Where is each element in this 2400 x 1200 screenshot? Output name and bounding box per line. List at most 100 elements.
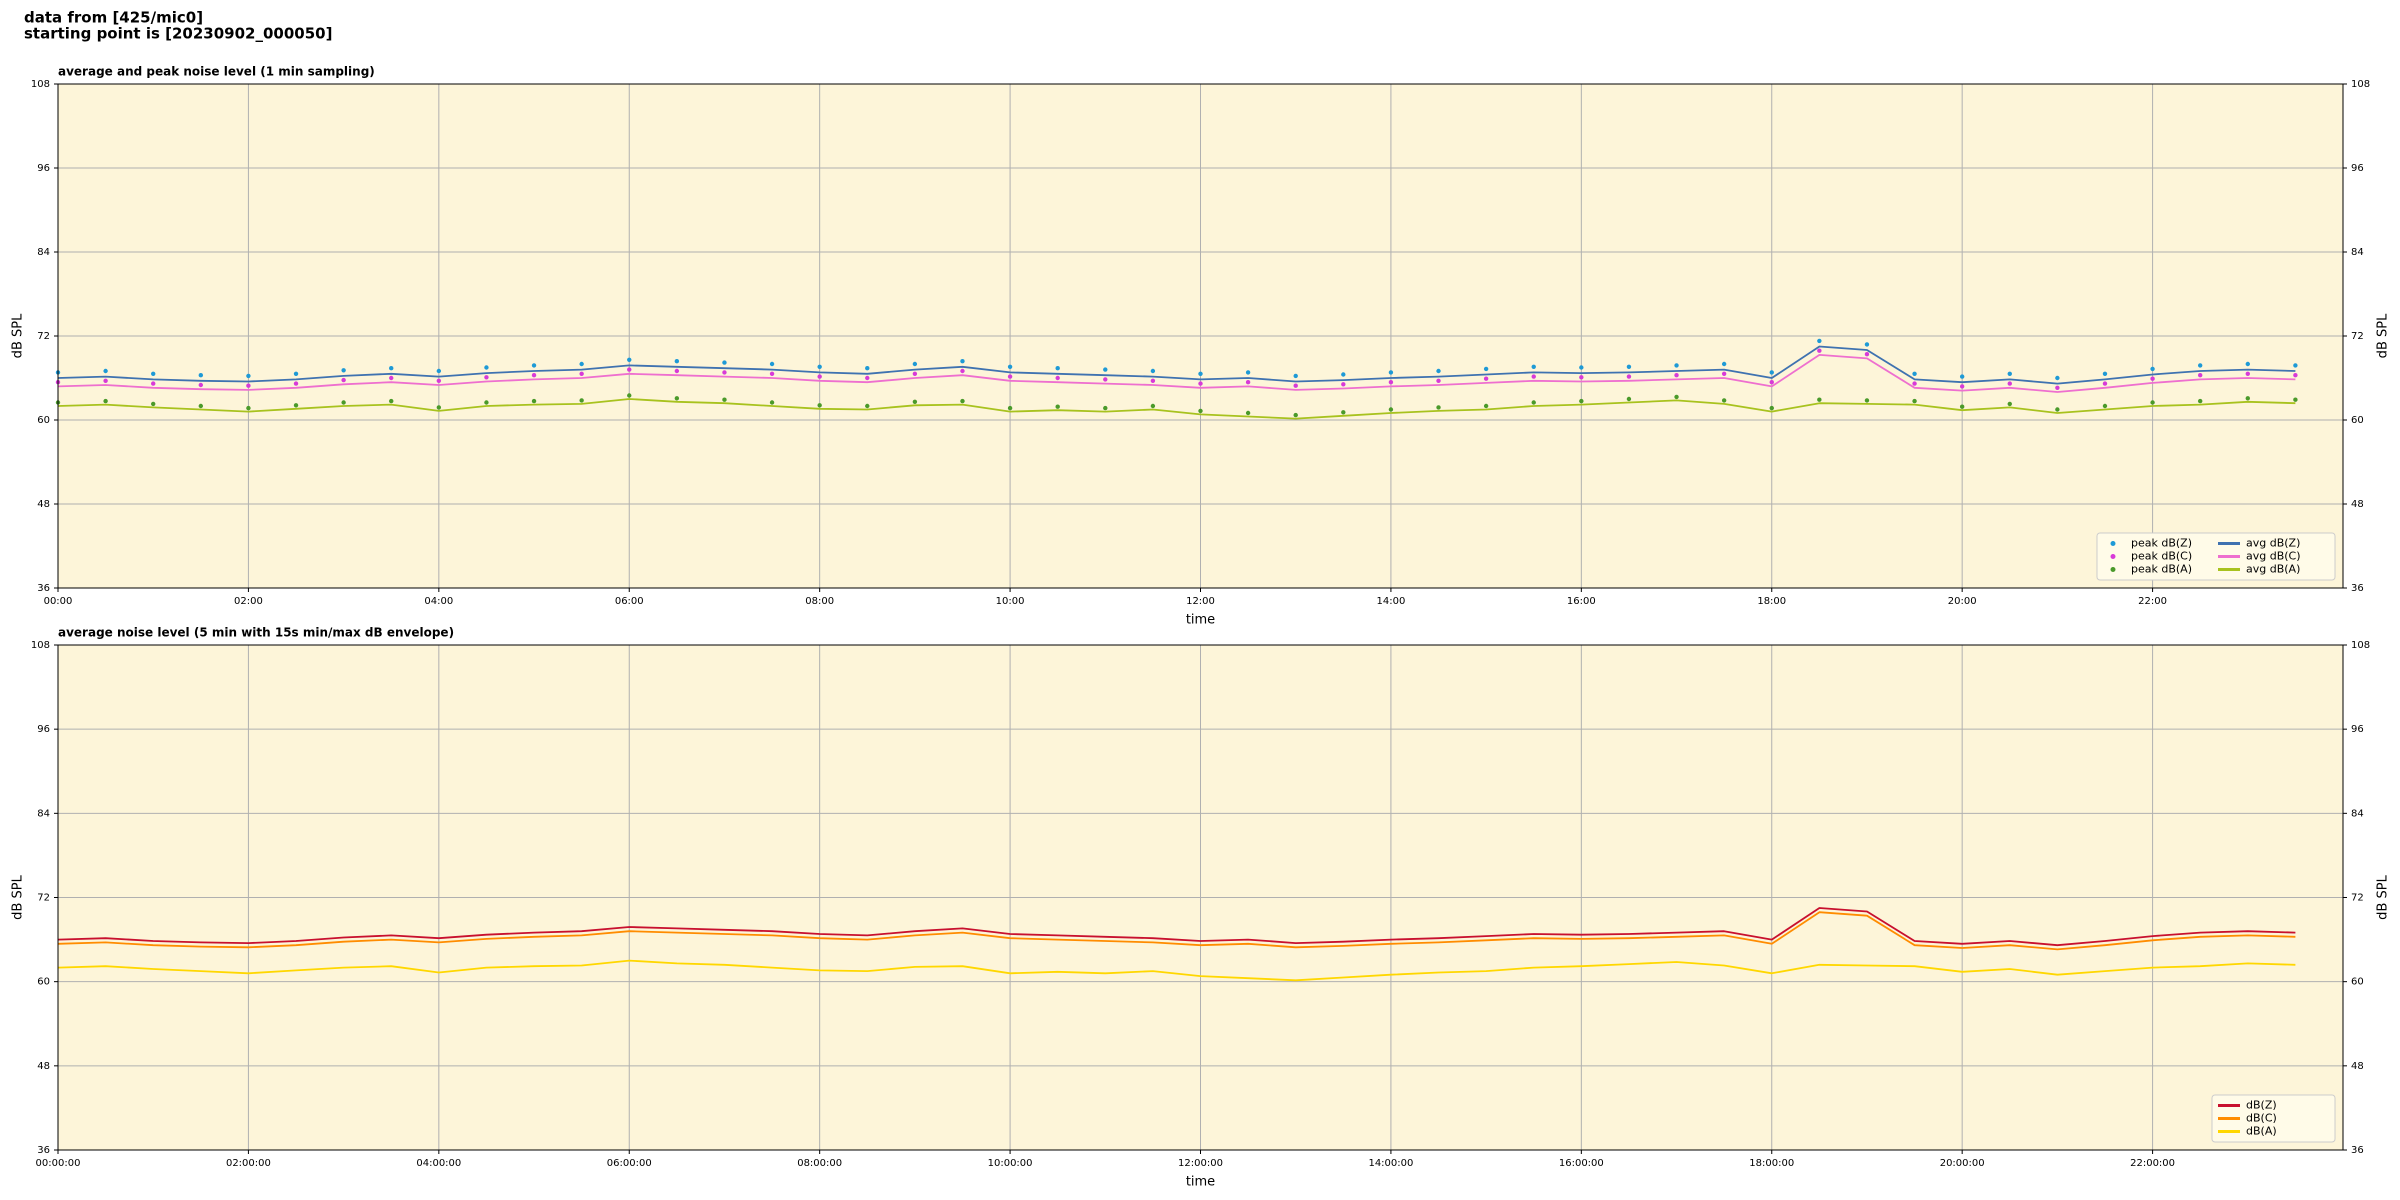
peak-point (1483, 403, 1489, 409)
y-tick-label-right: 36 (2351, 1145, 2364, 1156)
x-tick-label: 14:00:00 (1368, 1158, 1413, 1169)
peak-point (722, 370, 727, 375)
peak-point (674, 368, 680, 374)
legend-label: peak dB(Z) (2131, 537, 2192, 550)
peak-point (627, 367, 632, 372)
peak-point (1150, 378, 1156, 383)
x-tick-label: 02:00 (234, 596, 263, 607)
peak-point (1198, 371, 1203, 376)
peak-point (1436, 368, 1441, 374)
y-tick-label: 60 (37, 415, 50, 426)
peak-point (2293, 397, 2298, 402)
peak-point (1531, 400, 1536, 405)
peak-point (103, 398, 108, 404)
peak-point (1674, 373, 1679, 378)
peak-point (1912, 371, 1917, 376)
y-tick-label-right: 96 (2351, 163, 2364, 174)
y-tick-label-right: 72 (2351, 893, 2364, 904)
peak-point (1150, 403, 1156, 409)
peak-point (1959, 404, 1965, 409)
peak-point (1293, 383, 1298, 388)
peak-point (1293, 412, 1298, 418)
y-tick-label: 84 (37, 247, 50, 258)
peak-point (865, 375, 870, 381)
peak-point (341, 400, 346, 405)
peak-point (341, 377, 346, 383)
peak-point (246, 373, 251, 379)
y-tick-label-right: 84 (2351, 247, 2364, 258)
x-axis-label: time (1186, 1175, 1215, 1190)
peak-point (2055, 375, 2060, 381)
legend-label: avg dB(Z) (2246, 537, 2300, 550)
peak-point (1198, 381, 1203, 386)
peak-point (1769, 380, 1774, 385)
peak-point (2150, 366, 2155, 372)
x-tick-label: 08:00:00 (797, 1158, 842, 1169)
peak-point (627, 393, 632, 398)
plot-frame (57, 83, 2344, 589)
peak-point (1245, 380, 1251, 385)
peak-point (2245, 361, 2250, 367)
x-tick-label: 20:00 (1948, 596, 1977, 607)
peak-point (722, 397, 727, 402)
peak-point (1150, 368, 1156, 374)
peak-point (2150, 400, 2155, 405)
legend-label: peak dB(A) (2131, 563, 2192, 576)
peak-point (1007, 364, 1013, 369)
y-tick-label-right: 108 (2351, 79, 2370, 90)
y-tick-label: 96 (37, 163, 50, 174)
peak-point (1198, 408, 1203, 414)
header-line: data from [425/mic0] (24, 9, 203, 27)
legend-marker (2110, 567, 2116, 572)
peak-point (1912, 381, 1917, 386)
legend-marker (2110, 554, 2116, 559)
legend-label: dB(C) (2246, 1112, 2277, 1125)
peak-point (2150, 376, 2155, 381)
y-tick-label-right: 84 (2351, 808, 2364, 819)
legend-box (2096, 532, 2336, 581)
y-axis-label: dB SPL (11, 313, 26, 358)
peak-point (1436, 405, 1441, 410)
x-tick-label: 18:00:00 (1749, 1158, 1794, 1169)
peak-point (531, 373, 537, 378)
peak-point (1245, 370, 1251, 375)
y-tick-label-right: 108 (2351, 640, 2370, 651)
peak-point (246, 383, 251, 388)
peak-point (769, 371, 775, 376)
peak-point (246, 405, 251, 411)
peak-point (436, 405, 442, 410)
legend: dB(Z)dB(C)dB(A) (2211, 1094, 2336, 1143)
x-tick-label: 22:00:00 (2130, 1158, 2175, 1169)
legend-label: dB(A) (2246, 1125, 2277, 1138)
series-line (57, 907, 2296, 947)
peak-point (817, 374, 822, 379)
peak-point (436, 368, 442, 374)
peak-point (1912, 398, 1917, 404)
peak-point (912, 371, 918, 376)
peak-point (1245, 410, 1251, 416)
peak-point (2102, 381, 2108, 386)
y-tick-label-right: 60 (2351, 415, 2364, 426)
peak-point (2102, 403, 2108, 409)
y-tick-label: 72 (37, 893, 50, 904)
peak-point (1959, 384, 1965, 389)
y-tick-label-right: 48 (2351, 1061, 2364, 1072)
y-tick-label: 36 (37, 1145, 50, 1156)
peak-point (579, 371, 584, 376)
peak-point (293, 371, 299, 376)
peak-point (2245, 396, 2250, 401)
peak-point (198, 373, 204, 378)
x-tick-label: 00:00 (44, 596, 73, 607)
peak-point (1388, 407, 1394, 412)
legend-marker (2110, 541, 2116, 546)
peak-point (1341, 410, 1346, 415)
chart-title: average and peak noise level (1 min samp… (58, 65, 375, 79)
peak-point (1579, 375, 1584, 380)
x-tick-label: 04:00 (424, 596, 453, 607)
x-tick-label: 16:00 (1567, 596, 1596, 607)
peak-point (769, 400, 775, 405)
y-tick-label-right: 36 (2351, 583, 2364, 594)
y-tick-label: 108 (31, 79, 50, 90)
